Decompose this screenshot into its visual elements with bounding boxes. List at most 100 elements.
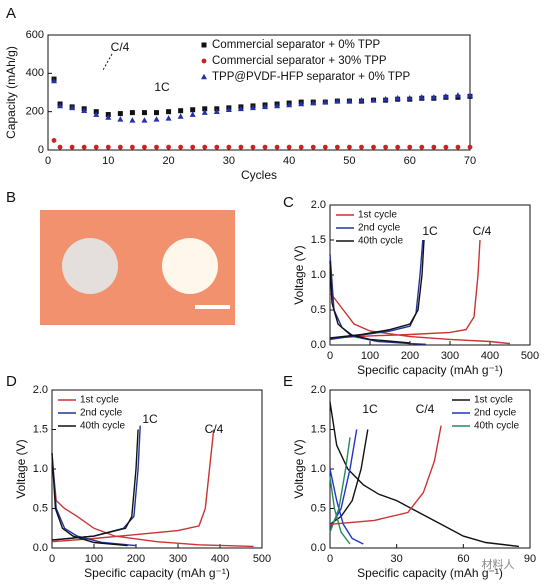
marker	[69, 144, 75, 150]
x-tick-label: 0	[327, 553, 333, 565]
annotation-arrow	[102, 53, 113, 71]
legend-label: 2nd cycle	[474, 408, 517, 419]
annotation: 1C	[154, 80, 170, 94]
curve	[51, 425, 141, 547]
x-tick-label: 70	[464, 155, 476, 167]
y-tick-label: 600	[26, 29, 44, 41]
marker	[467, 144, 473, 150]
annotation: C/4	[205, 422, 224, 436]
x-tick-label: 50	[343, 155, 355, 167]
marker	[201, 73, 207, 80]
x-tick-label: 20	[162, 155, 174, 167]
y-tick-label: 1.0	[33, 463, 48, 475]
annotation: 1C	[362, 402, 378, 416]
annotation: C/4	[416, 402, 435, 416]
panel-label: B	[6, 189, 16, 206]
marker	[310, 99, 317, 106]
y-tick-label: 0.5	[33, 502, 48, 514]
marker	[346, 97, 353, 104]
marker	[81, 144, 87, 150]
marker	[454, 92, 461, 98]
marker	[286, 101, 293, 108]
marker	[81, 107, 88, 114]
marker	[406, 95, 413, 101]
marker	[431, 144, 437, 150]
x-axis-title: Specific capacity (mAh g⁻¹)	[84, 566, 230, 580]
curve	[51, 429, 139, 547]
panel-label: A	[6, 5, 16, 22]
x-axis-title: Specific capacity (mAh g⁻¹)	[357, 363, 503, 377]
legend-label: 40th cycle	[474, 421, 519, 432]
marker	[177, 113, 184, 119]
annotation: 1C	[142, 412, 158, 426]
x-tick-label: 30	[223, 155, 235, 167]
marker	[359, 144, 364, 150]
y-tick-label: 1.0	[311, 463, 326, 475]
x-tick-label: 400	[481, 350, 499, 362]
legend-label: Commercial separator + 0% TPP	[212, 39, 381, 51]
curve	[329, 239, 425, 344]
y-tick-label: 0.0	[311, 339, 326, 351]
marker	[262, 103, 269, 110]
panel-label: D	[6, 373, 17, 390]
marker	[154, 110, 160, 116]
y-tick-label: 2.0	[311, 199, 326, 211]
marker	[322, 98, 329, 105]
legend-label: 1st cycle	[474, 395, 513, 406]
marker	[69, 104, 76, 111]
marker	[371, 144, 376, 150]
x-tick-label: 40	[283, 155, 295, 167]
x-tick-label: 60	[457, 553, 469, 565]
marker	[430, 94, 437, 100]
y-tick-label: 0.0	[311, 542, 326, 554]
marker	[93, 144, 99, 150]
marker	[117, 144, 123, 150]
marker	[105, 144, 111, 150]
marker	[178, 108, 184, 114]
marker	[347, 144, 352, 150]
marker	[129, 117, 136, 123]
marker	[201, 109, 208, 115]
marker	[467, 92, 473, 98]
curve	[51, 429, 254, 548]
legend-label: 2nd cycle	[80, 408, 123, 419]
x-tick-label: 30	[391, 553, 403, 565]
x-tick-label: 300	[169, 553, 187, 565]
marker	[51, 138, 57, 143]
marker	[274, 144, 280, 150]
y-tick-label: 2.0	[311, 384, 326, 396]
marker	[442, 93, 449, 99]
x-tick-label: 90	[524, 553, 536, 565]
marker	[334, 144, 340, 150]
y-axis-title: Voltage (V)	[292, 245, 306, 304]
curve	[329, 437, 351, 545]
x-tick-label: 10	[102, 155, 114, 167]
x-tick-label: 200	[127, 553, 145, 565]
marker	[57, 144, 63, 150]
x-tick-label: 200	[401, 350, 419, 362]
x-tick-label: 0	[327, 350, 333, 362]
marker	[117, 111, 123, 117]
marker	[117, 116, 124, 122]
y-tick-label: 2.0	[33, 384, 48, 396]
marker	[165, 115, 172, 121]
marker	[250, 144, 256, 150]
x-tick-label: 500	[521, 350, 539, 362]
annotation: C/4	[473, 224, 492, 238]
marker	[382, 96, 389, 102]
marker	[249, 104, 256, 111]
separator-disc	[62, 238, 118, 294]
marker	[142, 144, 147, 150]
marker	[166, 144, 171, 150]
y-tick-label: 0.0	[33, 542, 48, 554]
marker	[370, 96, 377, 103]
marker	[105, 114, 112, 120]
annotation: C/4	[111, 40, 130, 54]
marker	[93, 111, 100, 117]
y-tick-label: 1.5	[311, 423, 326, 435]
legend-label: 40th cycle	[80, 421, 125, 432]
legend-label: 1st cycle	[358, 210, 397, 221]
marker	[237, 105, 244, 112]
x-tick-label: 300	[441, 350, 459, 362]
curve	[329, 239, 427, 345]
